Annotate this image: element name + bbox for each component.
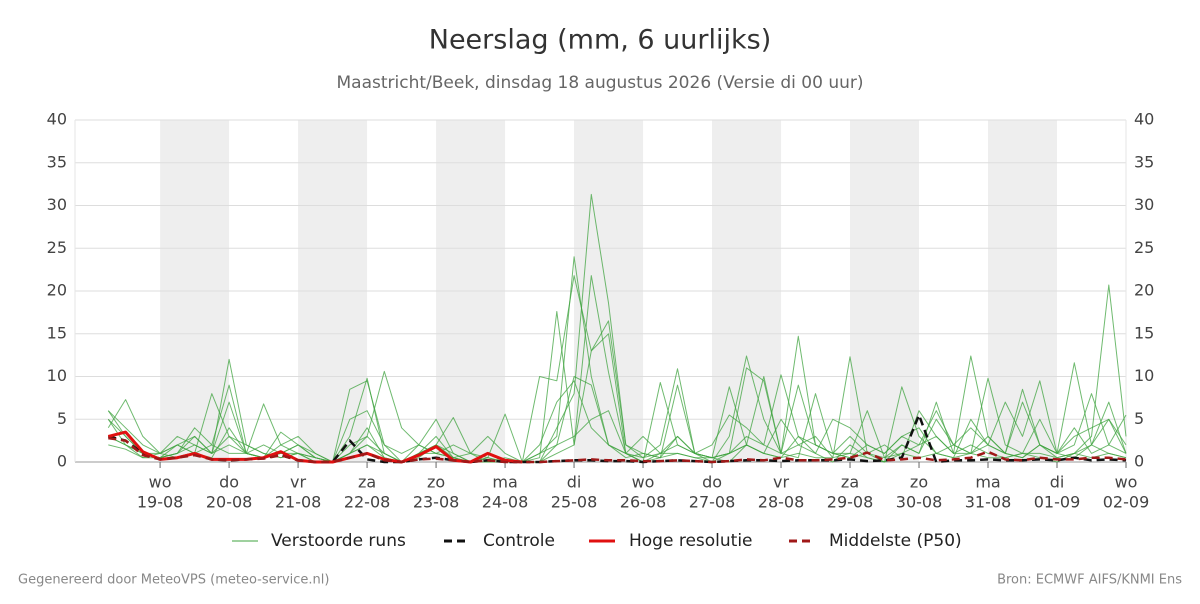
footer-right: Bron: ECMWF AIFS/KNMI Ens <box>997 573 1182 588</box>
legend-label: Middelste (P50) <box>829 531 962 551</box>
x-tick-sublabel: 19-08 <box>137 493 184 512</box>
x-tick-label: vr <box>773 473 789 492</box>
y2-tick-label: 30 <box>1134 195 1154 214</box>
y-tick-label: 10 <box>47 366 67 385</box>
x-tick-sublabel: 01-09 <box>1034 493 1081 512</box>
x-tick-label: wo <box>149 473 172 492</box>
x-tick-sublabel: 27-08 <box>689 493 736 512</box>
x-tick-label: di <box>1050 473 1065 492</box>
y-tick-label: 5 <box>57 409 67 428</box>
y2-tick-label: 40 <box>1134 110 1154 129</box>
x-tick-sublabel: 29-08 <box>827 493 874 512</box>
ensemble-run <box>107 275 1127 463</box>
ensemble-run <box>108 256 1127 463</box>
x-tick-label: ma <box>975 473 1000 492</box>
y-tick-label: 0 <box>57 452 67 471</box>
y2-tick-label: 15 <box>1134 323 1154 342</box>
y2-tick-label: 0 <box>1134 452 1144 471</box>
x-tick-label: di <box>567 473 582 492</box>
y-tick-label: 35 <box>47 152 67 171</box>
legend-label: Controle <box>483 531 555 551</box>
x-tick-label: za <box>358 473 376 492</box>
x-tick-label: wo <box>1115 473 1138 492</box>
x-tick-sublabel: 31-08 <box>965 493 1012 512</box>
ensemble-run <box>108 320 1127 463</box>
y-tick-label: 40 <box>47 110 67 129</box>
y-tick-label: 20 <box>47 281 67 300</box>
y-tick-label: 15 <box>47 323 67 342</box>
series-line <box>108 436 1127 464</box>
y2-tick-label: 35 <box>1134 152 1154 171</box>
x-tick-sublabel: 23-08 <box>413 493 460 512</box>
x-tick-label: do <box>219 473 239 492</box>
chart-title: Neerslag (mm, 6 uurlijks) <box>429 25 771 56</box>
chart-subtitle: Maastricht/Beek, dinsdag 18 augustus 202… <box>336 73 863 93</box>
x-tick-sublabel: 25-08 <box>551 493 598 512</box>
x-tick-label: zo <box>427 473 445 492</box>
footer-left: Gegenereerd door MeteoVPS (meteo-service… <box>18 573 329 588</box>
legend-label: Verstoorde runs <box>271 531 406 551</box>
x-tick-label: za <box>841 473 859 492</box>
x-tick-sublabel: 02-09 <box>1103 493 1150 512</box>
x-tick-sublabel: 21-08 <box>275 493 322 512</box>
y2-tick-label: 20 <box>1134 281 1154 300</box>
x-tick-sublabel: 28-08 <box>758 493 805 512</box>
x-tick-sublabel: 22-08 <box>344 493 391 512</box>
y2-tick-label: 10 <box>1134 366 1154 385</box>
y-tick-label: 30 <box>47 195 67 214</box>
x-tick-label: ma <box>492 473 517 492</box>
x-tick-label: do <box>702 473 722 492</box>
x-tick-sublabel: 26-08 <box>620 493 667 512</box>
y-tick-label: 25 <box>47 238 67 257</box>
x-tick-sublabel: 30-08 <box>896 493 943 512</box>
x-tick-label: wo <box>632 473 655 492</box>
legend-label: Hoge resolutie <box>629 531 753 551</box>
y2-tick-label: 25 <box>1134 238 1154 257</box>
x-tick-sublabel: 20-08 <box>206 493 253 512</box>
x-tick-label: vr <box>290 473 306 492</box>
x-tick-label: zo <box>910 473 928 492</box>
y2-tick-label: 5 <box>1134 409 1144 428</box>
x-tick-sublabel: 24-08 <box>482 493 529 512</box>
